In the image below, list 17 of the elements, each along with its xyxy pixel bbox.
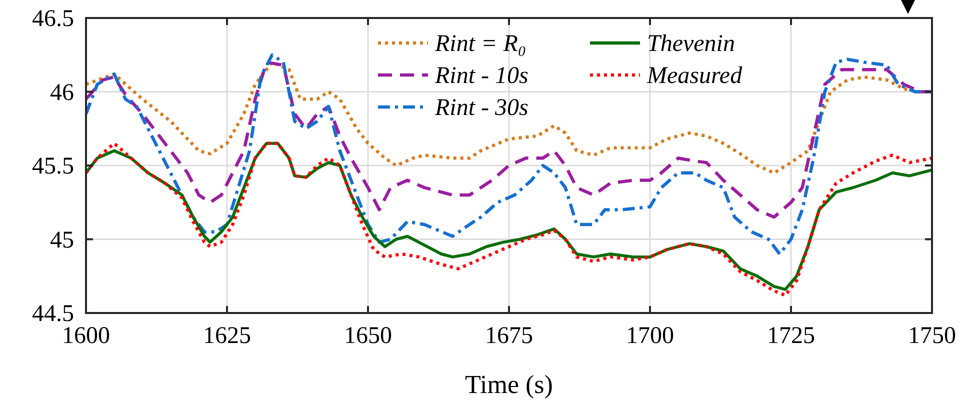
x-tick-label: 1700 (626, 323, 674, 349)
y-tick-label: 45 (50, 227, 74, 254)
x-tick-label: 1625 (203, 323, 251, 349)
legend-label: Rint - 30s (434, 95, 528, 121)
x-tick-label: 1675 (485, 323, 533, 349)
y-tick-label: 45.5 (32, 154, 74, 180)
y-tick-label: 46 (50, 80, 74, 106)
legend-label: Rint - 10s (434, 63, 528, 89)
legend-label: Rint = R₀ (434, 31, 526, 57)
y-tick-label: 46.5 (32, 6, 74, 32)
legend-label: Thevenin (647, 31, 735, 57)
x-axis-title: Time (s) (465, 370, 553, 399)
x-tick-label: 1750 (908, 323, 956, 349)
x-tick-label: 1650 (344, 323, 392, 349)
x-tick-label: 1725 (767, 323, 815, 349)
legend-label: Measured (646, 63, 744, 89)
line-series (86, 60, 932, 219)
